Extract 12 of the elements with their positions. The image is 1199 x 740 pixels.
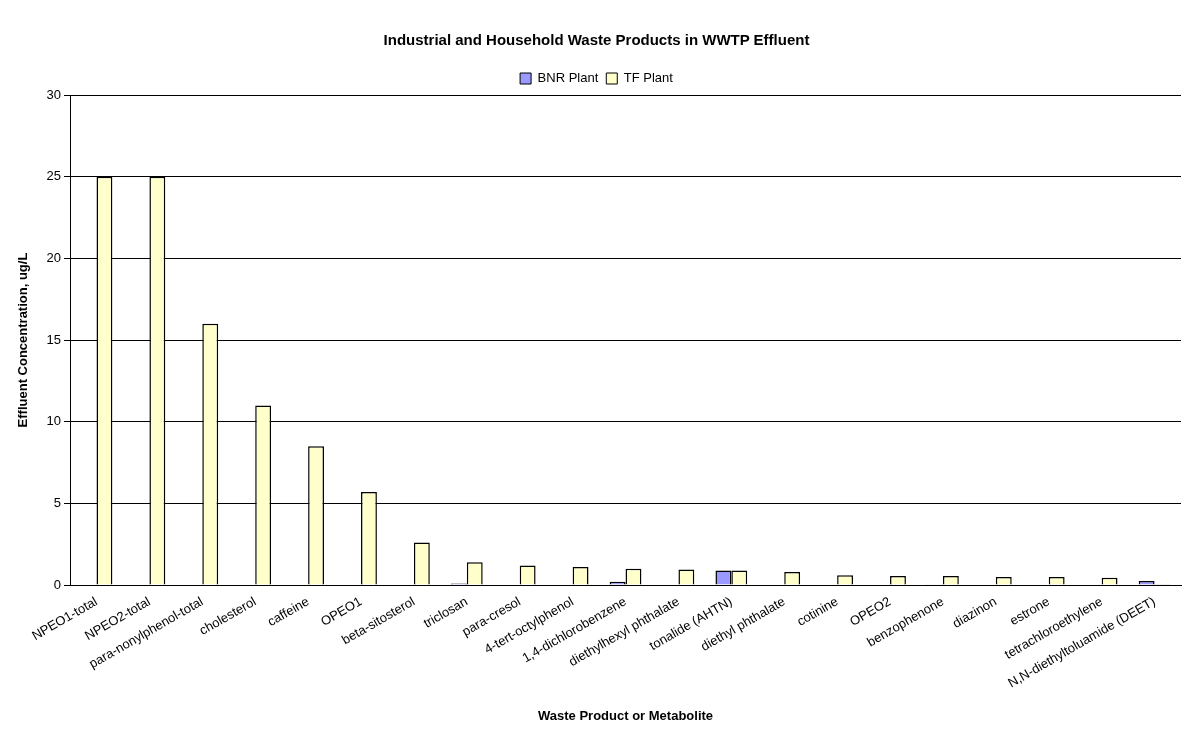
x-axis-title: Waste Product or Metabolite [538,707,714,723]
y-tick-label: 15 [46,331,62,347]
y-tick-label: 20 [46,249,62,265]
y-tick-label: 5 [53,494,62,510]
chart-title: Industrial and Household Waste Products in WWTP Effluent [383,31,810,49]
y-tick-label: 25 [46,168,62,184]
y-axis-title: Effluent Concentration, ug/L [15,252,31,428]
y-tick-label: 10 [46,413,62,429]
legend-label: TF Plant [623,70,674,86]
legend-label: BNR Plant [537,70,599,86]
y-tick-label: 0 [53,576,62,592]
y-tick-label: 30 [46,86,62,102]
